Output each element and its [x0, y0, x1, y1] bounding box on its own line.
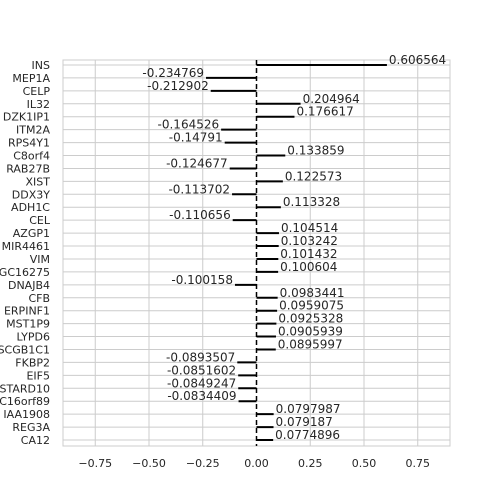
y-tick-label: CELP: [23, 85, 51, 98]
x-tick-label: −0.75: [78, 457, 112, 470]
y-tick-label: VIM: [30, 253, 50, 266]
y-tick-label: GC16275: [0, 266, 50, 279]
value-label: 0.0925328: [278, 312, 343, 326]
y-tick-label: REG3A: [12, 421, 50, 434]
value-label: -0.0849247: [167, 376, 236, 390]
y-tick-label: DNAJB4: [8, 279, 50, 292]
value-label: 0.0905939: [278, 325, 343, 339]
value-label: -0.100158: [171, 273, 233, 287]
x-tick-labels: −0.75 −0.50 −0.25 0.00 0.25 0.50 0.75: [78, 457, 430, 470]
value-label: 0.0959075: [279, 299, 344, 313]
x-tick-label: 0.25: [298, 457, 323, 470]
value-label: -0.234769: [142, 66, 204, 80]
label-layer: 0.606564 -0.234769-0.212902 0.2049640.1766…: [142, 53, 446, 442]
value-label: -0.0851602: [167, 363, 236, 377]
y-tick-label: IL32: [27, 98, 50, 111]
y-tick-label: CA12: [21, 434, 50, 447]
value-label: 0.0983441: [280, 286, 345, 300]
value-label: -0.110656: [169, 208, 231, 222]
y-tick-label: DZK1IP1: [3, 111, 50, 124]
x-tick-label: −0.50: [132, 457, 166, 470]
value-label: -0.113702: [168, 182, 230, 196]
y-tick-label: FKBP2: [15, 356, 50, 369]
value-label: 0.0797987: [276, 402, 341, 416]
value-label: 0.104514: [281, 221, 338, 235]
value-label: 0.101432: [280, 247, 337, 261]
y-tick-label: STARD10: [0, 382, 50, 395]
value-label: -0.212902: [147, 79, 209, 93]
y-tick-label: MIR4461: [2, 240, 50, 253]
value-label: 0.113328: [283, 195, 340, 209]
x-tick-label: 0.00: [244, 457, 269, 470]
y-tick-label: ITM2A: [16, 124, 50, 137]
y-tick-label: RPS4Y1: [8, 137, 50, 150]
y-tick-label: CFB: [28, 292, 50, 305]
y-tick-label: EIF5: [26, 369, 50, 382]
y-tick-label: DDX3Y: [12, 188, 50, 201]
value-label: 0.176617: [296, 105, 353, 119]
value-label: 0.100604: [280, 260, 337, 274]
y-tick-label: C8orf4: [13, 150, 50, 163]
y-tick-label: RAB27B: [6, 162, 50, 175]
value-label: -0.164526: [158, 118, 220, 132]
value-label: 0.0895997: [278, 337, 343, 351]
value-label: -0.0834409: [167, 389, 236, 403]
x-tick-label: 0.75: [406, 457, 431, 470]
x-tick-label: −0.25: [186, 457, 220, 470]
value-label: 0.122573: [285, 169, 342, 183]
value-label: 0.204964: [303, 92, 360, 106]
value-label: 0.079187: [276, 415, 333, 429]
value-label: -0.0893507: [166, 350, 235, 364]
y-tick-label: CEL: [29, 214, 51, 227]
y-tick-label: INS: [32, 59, 50, 72]
y-tick-label: XIST: [26, 175, 51, 188]
y-tick-label: IAA1908: [3, 408, 50, 421]
value-label: -0.124677: [166, 156, 228, 170]
y-tick-label: AZGP1: [13, 227, 50, 240]
value-label: 0.606564: [389, 53, 446, 67]
bar-layer: [206, 64, 387, 441]
value-label: 0.0774896: [275, 428, 340, 442]
y-tick-label: ERPINF1: [4, 305, 50, 318]
y-tick-label: MEP1A: [12, 72, 50, 85]
y-tick-label: SCGB1C1: [0, 343, 50, 356]
x-tick-label: 0.50: [352, 457, 377, 470]
y-tick-label: C16orf89: [0, 395, 50, 408]
y-tick-label: LYPD6: [17, 331, 51, 344]
value-label: 0.133859: [287, 144, 344, 158]
y-tick-labels: INSMEP1ACELPIL32DZK1IP1ITM2ARPS4Y1C8orf4…: [0, 59, 51, 447]
value-label: -0.14791: [169, 131, 223, 145]
value-label: 0.103242: [281, 234, 338, 248]
y-tick-label: MST1P9: [6, 318, 50, 331]
y-tick-label: ADH1C: [11, 201, 50, 214]
